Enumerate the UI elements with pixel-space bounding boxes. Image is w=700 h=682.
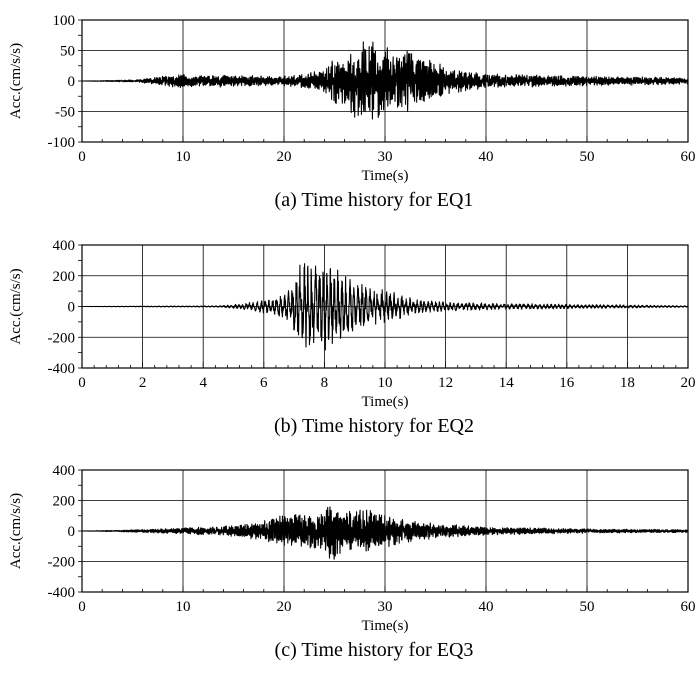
panel-caption: (c) Time history for EQ3 xyxy=(275,639,474,661)
y-axis-title: Acc.(cm/s/s) xyxy=(8,268,24,344)
x-tick-label: 20 xyxy=(681,375,696,391)
x-tick-label: 16 xyxy=(559,375,575,391)
plot-frame xyxy=(81,244,689,369)
y-axis-title: Acc.(cm/s/s) xyxy=(8,493,24,569)
panel-eq2: 0 2 4 6 8 10 12 14 16 18 20 -400 -200 0 200 400 Time(s) A… xyxy=(8,238,696,437)
panel-caption: (b) Time history for EQ2 xyxy=(274,415,474,437)
x-tick-label: 0 xyxy=(78,149,86,165)
x-tick-label: 30 xyxy=(378,149,393,165)
y-tick-label: -50 xyxy=(55,105,75,121)
y-tick-label: -100 xyxy=(48,135,76,151)
acceleration-trace xyxy=(81,41,689,120)
x-tick-label: 8 xyxy=(321,375,329,391)
panel-eq1: 0 10 20 30 40 50 60 -100 -50 0 50 100 Time(s) Acc.(cm… xyxy=(8,13,696,211)
x-tick-label: 0 xyxy=(78,375,86,391)
x-tick-label: 40 xyxy=(479,149,494,165)
x-tick-label: 20 xyxy=(277,149,292,165)
x-tick-label: 30 xyxy=(378,599,393,615)
x-tick-label: 10 xyxy=(176,599,191,615)
x-tick-label: 10 xyxy=(378,375,393,391)
x-tick-label: 50 xyxy=(580,149,595,165)
panel-eq3: 0 10 20 30 40 50 60 -400 -200 0 200 400 Time(s) Acc.(… xyxy=(8,463,696,661)
y-tick-label: 0 xyxy=(68,524,76,540)
y-tick-label: 200 xyxy=(53,269,76,285)
y-tick-label: 200 xyxy=(53,494,76,510)
acceleration-trace xyxy=(81,263,689,351)
y-tick-label: -400 xyxy=(48,361,76,377)
x-tick-label: 50 xyxy=(580,599,595,615)
x-tick-label: 2 xyxy=(139,375,147,391)
x-tick-label: 14 xyxy=(499,375,515,391)
plot-frame xyxy=(81,19,689,143)
y-tick-label: 400 xyxy=(53,463,76,479)
x-tick-label: 10 xyxy=(176,149,191,165)
x-tick-label: 60 xyxy=(681,149,696,165)
y-tick-label: -200 xyxy=(48,330,76,346)
y-tick-label: 0 xyxy=(68,74,76,90)
y-axis-title: Acc.(cm/s/s) xyxy=(8,43,24,119)
x-tick-label: 12 xyxy=(438,375,453,391)
x-tick-label: 4 xyxy=(199,375,207,391)
y-tick-label: 100 xyxy=(53,13,76,29)
x-axis-title: Time(s) xyxy=(362,394,409,410)
acceleration-trace xyxy=(81,506,689,560)
y-tick-label: -200 xyxy=(48,555,76,571)
x-axis-title: Time(s) xyxy=(362,618,409,634)
x-tick-label: 20 xyxy=(277,599,292,615)
panel-caption: (a) Time history for EQ1 xyxy=(275,189,474,211)
y-tick-label: -400 xyxy=(48,585,76,601)
x-tick-label: 40 xyxy=(479,599,494,615)
x-tick-label: 0 xyxy=(78,599,86,615)
y-tick-label: 400 xyxy=(53,238,76,254)
x-tick-label: 6 xyxy=(260,375,268,391)
y-tick-label: 50 xyxy=(60,44,75,60)
plot-frame xyxy=(81,469,689,593)
x-axis-title: Time(s) xyxy=(362,168,409,184)
x-tick-label: 18 xyxy=(620,375,635,391)
y-tick-label: 0 xyxy=(68,300,76,316)
x-tick-label: 60 xyxy=(681,599,696,615)
